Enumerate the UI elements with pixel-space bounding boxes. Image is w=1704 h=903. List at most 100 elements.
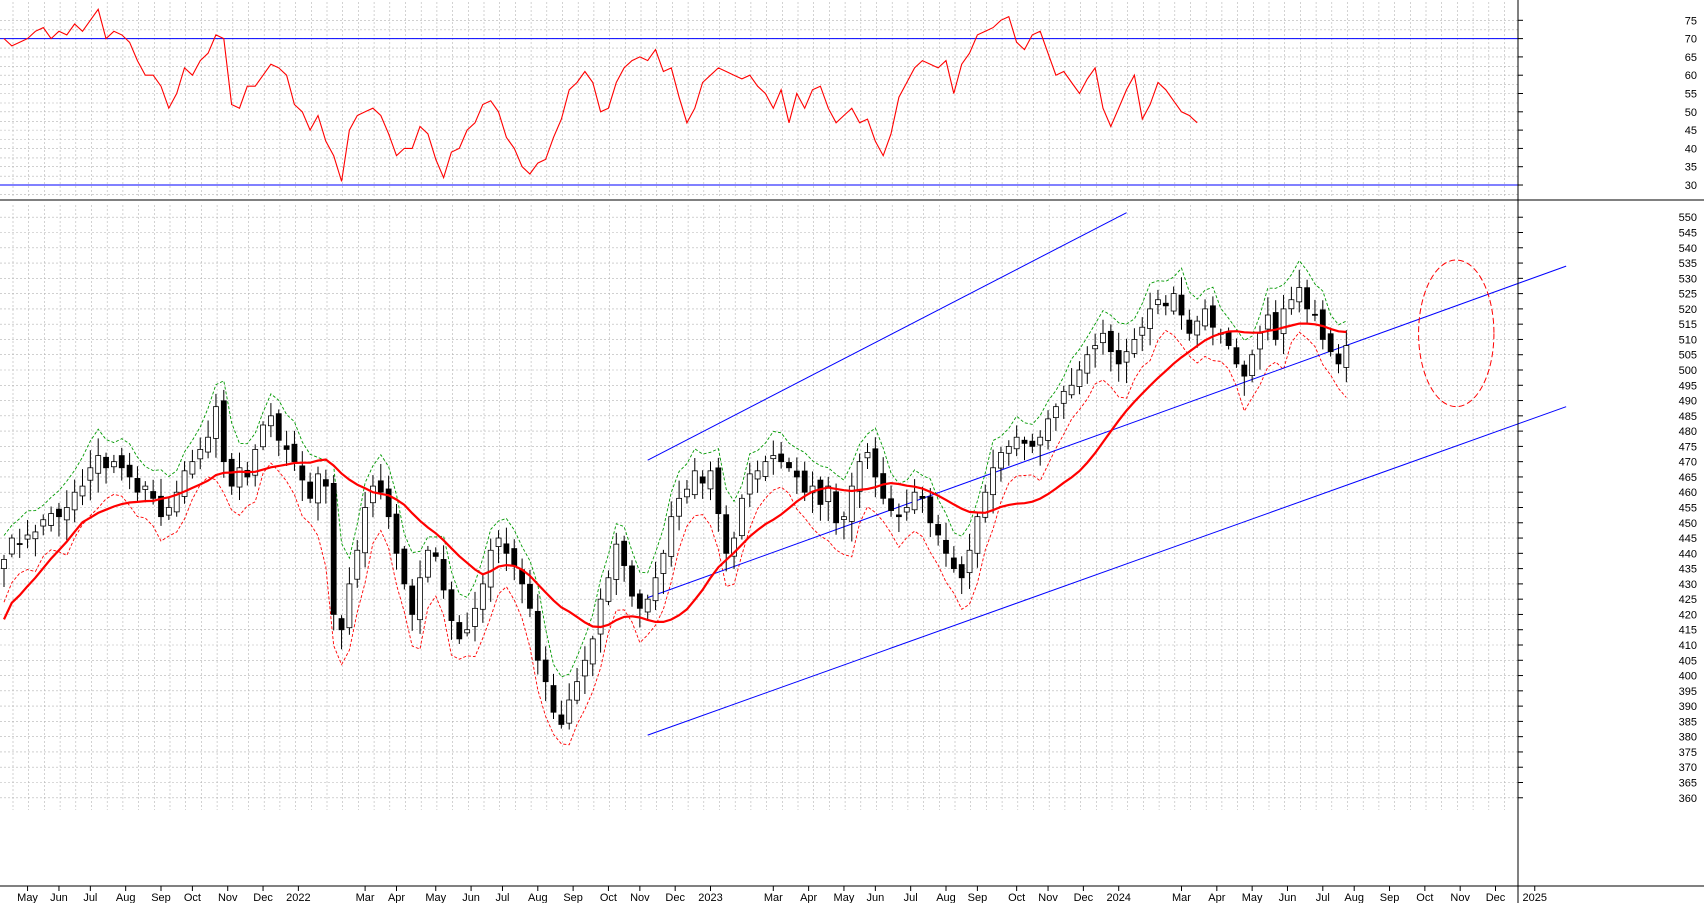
candle <box>644 594 651 620</box>
candle <box>40 514 47 536</box>
candle <box>118 447 125 481</box>
price-y-tick-label: 400 <box>1679 671 1697 683</box>
candle-body-up <box>1060 390 1067 404</box>
candle <box>582 646 588 694</box>
x-tick-label: Oct <box>1416 892 1433 903</box>
candle-body-up <box>205 436 212 453</box>
candle-body-up <box>495 537 502 548</box>
candle-body-down <box>1241 364 1248 377</box>
x-tick-label: Dec <box>1486 892 1506 903</box>
candle <box>1053 403 1059 431</box>
oscillator-y-tick-label: 45 <box>1685 125 1697 137</box>
candle <box>550 673 557 720</box>
candle <box>833 483 839 535</box>
candle <box>495 530 502 564</box>
price-y-tick-label: 535 <box>1679 258 1697 270</box>
price-y-tick-label: 405 <box>1679 655 1697 667</box>
candle <box>338 615 345 650</box>
candle <box>315 466 321 521</box>
candle-body-up <box>998 452 1004 469</box>
candle-body-down <box>629 565 635 597</box>
candle <box>362 491 369 568</box>
candle-body-up <box>1343 345 1350 368</box>
x-tick-label: Sep <box>1380 892 1400 903</box>
x-tick-label: Jul <box>904 892 918 903</box>
candle-body-down <box>103 456 109 469</box>
candle-body-up <box>87 467 94 481</box>
candle <box>8 534 15 558</box>
x-tick-label: Mar <box>764 892 783 903</box>
candle <box>786 457 792 472</box>
price-y-tick-label: 465 <box>1679 472 1697 484</box>
candle-body-down <box>1178 294 1185 316</box>
candle <box>739 494 745 540</box>
candle-body-down <box>385 488 392 518</box>
candle <box>424 545 431 583</box>
candle <box>1312 299 1318 322</box>
price-y-tick-label: 505 <box>1679 350 1697 362</box>
candle-body-up <box>40 519 47 527</box>
candle <box>111 454 117 474</box>
candle <box>205 420 212 459</box>
candle-body-up <box>1045 418 1051 441</box>
candle-body-down <box>778 453 785 463</box>
candle <box>56 502 62 537</box>
x-tick-label: Jul <box>83 892 97 903</box>
candle-body-up <box>582 659 588 677</box>
candle-body-down <box>527 583 533 609</box>
price-y-tick-label: 455 <box>1679 503 1697 515</box>
candle-body-down <box>307 481 314 499</box>
candle <box>464 612 471 637</box>
x-tick-label: Apr <box>1208 892 1225 903</box>
candle <box>448 581 455 640</box>
candle <box>574 667 580 705</box>
candle-body-up <box>739 497 745 537</box>
candle <box>456 615 463 644</box>
candle-body-up <box>267 415 274 427</box>
candle-body-down <box>1210 305 1216 328</box>
price-y-tick-label: 370 <box>1679 762 1697 774</box>
candle-body-up <box>856 461 863 492</box>
x-tick-label: Dec <box>253 892 273 903</box>
oscillator-y-tick-label: 30 <box>1685 180 1697 192</box>
candle <box>1147 292 1153 346</box>
candle-body-down <box>338 618 345 631</box>
candle-body-up <box>1053 406 1059 419</box>
candle-body-up <box>589 638 596 665</box>
candle-body-down <box>330 482 337 615</box>
oscillator-y-tick-label: 70 <box>1685 34 1697 46</box>
candle <box>236 452 243 501</box>
x-tick-label: Jun <box>866 892 884 903</box>
price-y-tick-label: 490 <box>1679 396 1697 408</box>
candle <box>927 488 934 538</box>
price-y-tick-label: 515 <box>1679 319 1697 331</box>
candle-body-up <box>32 531 39 540</box>
candle-body-up <box>472 607 478 627</box>
candle <box>801 461 808 502</box>
candle <box>943 522 949 567</box>
candle <box>762 455 769 482</box>
candle-body-up <box>1147 308 1153 329</box>
candle-body-down <box>150 491 157 499</box>
price-y-tick-label: 420 <box>1679 609 1697 621</box>
candle-body-down <box>126 464 133 478</box>
price-y-tick-label: 450 <box>1679 518 1697 530</box>
candle-body-up <box>362 507 369 554</box>
candle <box>1288 286 1295 315</box>
candle-body-up <box>1092 345 1099 350</box>
candle <box>817 476 824 521</box>
candle-body-down <box>817 479 824 505</box>
candle <box>746 462 753 507</box>
x-tick-label: Jun <box>462 892 480 903</box>
candle-body-up <box>181 470 188 497</box>
candle-body-down <box>1021 439 1028 444</box>
candle <box>165 497 172 520</box>
x-tick-label: May <box>834 892 855 903</box>
candle <box>966 533 973 589</box>
price-y-tick-label: 540 <box>1679 243 1697 255</box>
candle-body-up <box>1288 299 1295 310</box>
x-tick-label: Oct <box>600 892 617 903</box>
candle <box>715 457 722 532</box>
price-y-tick-label: 365 <box>1679 778 1697 790</box>
candle-body-up <box>479 583 486 610</box>
